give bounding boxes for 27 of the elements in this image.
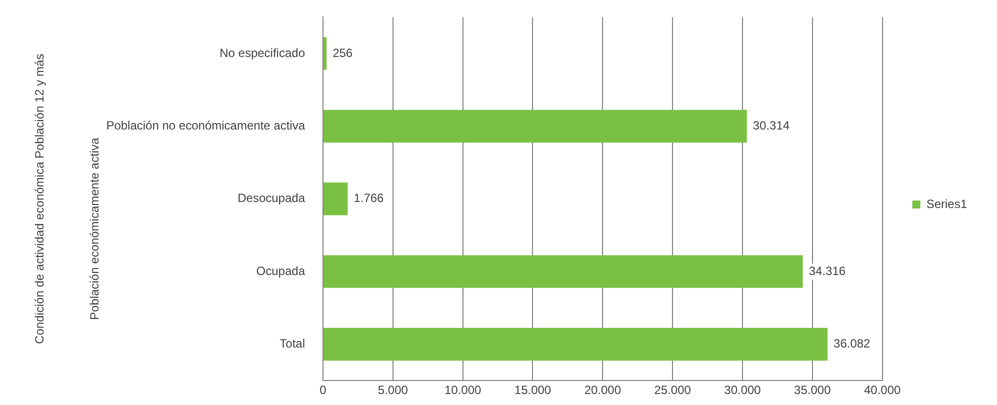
data-label: 34.316 (808, 264, 846, 278)
data-label: 1.766 (354, 191, 384, 206)
text: Población económicamente activa (87, 138, 102, 320)
x-tick-label: 0 (320, 383, 327, 398)
legend-label: Series1 (926, 196, 968, 211)
data-label: 30.314 (752, 118, 790, 133)
y-tick-label: Ocupada (256, 264, 306, 278)
data-label: 256 (332, 46, 353, 60)
x-tick-label: 40.000 (864, 383, 901, 398)
y-tick-label: No especificado (220, 46, 306, 60)
x-tick-label: 25.000 (654, 383, 692, 398)
y-tick-label: Desocupada (238, 191, 306, 206)
y-axis-title: Condición de actividad económica Población 12 y más (32, 54, 46, 344)
bar (324, 37, 327, 70)
x-tick-label: 5.000 (378, 383, 408, 398)
bar (324, 110, 747, 143)
bar (324, 182, 348, 216)
x-tick-label: 10.000 (444, 383, 482, 398)
x-tick-label: 20.000 (584, 383, 622, 398)
x-tick-label: 35.000 (794, 383, 832, 398)
y-tick-label: Total (280, 336, 305, 351)
data-label: 36.082 (834, 336, 871, 351)
bar (324, 255, 803, 288)
y-tick-label: Población no económicamente activa (106, 118, 306, 133)
x-tick-label: 30.000 (724, 383, 762, 398)
x-tick-label: 15.000 (514, 383, 552, 398)
bar (324, 328, 828, 361)
